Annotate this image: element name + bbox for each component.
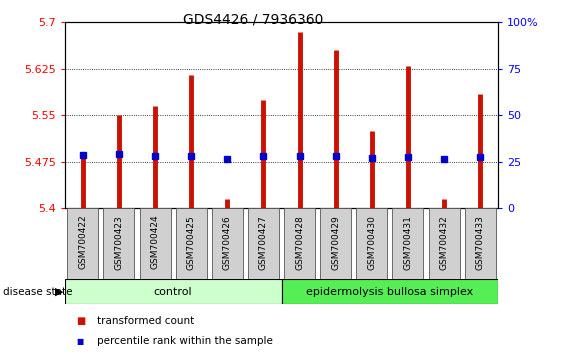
Text: ▶: ▶: [55, 287, 64, 297]
FancyBboxPatch shape: [428, 208, 459, 279]
Text: GSM700428: GSM700428: [295, 215, 304, 269]
FancyBboxPatch shape: [464, 208, 496, 279]
FancyBboxPatch shape: [67, 208, 99, 279]
FancyBboxPatch shape: [104, 208, 135, 279]
Text: GSM700433: GSM700433: [476, 215, 485, 270]
Text: GSM700426: GSM700426: [223, 215, 232, 269]
Text: GSM700432: GSM700432: [440, 215, 449, 269]
FancyBboxPatch shape: [284, 208, 315, 279]
FancyBboxPatch shape: [176, 208, 207, 279]
Text: GSM700422: GSM700422: [78, 215, 87, 269]
FancyBboxPatch shape: [320, 208, 351, 279]
FancyBboxPatch shape: [392, 208, 423, 279]
Text: ■: ■: [76, 316, 85, 326]
Text: GSM700430: GSM700430: [367, 215, 376, 270]
Text: GSM700427: GSM700427: [259, 215, 268, 269]
Text: epidermolysis bullosa simplex: epidermolysis bullosa simplex: [306, 287, 473, 297]
Text: control: control: [154, 287, 193, 297]
FancyBboxPatch shape: [248, 208, 279, 279]
Text: disease state: disease state: [3, 287, 72, 297]
Text: GSM700425: GSM700425: [187, 215, 196, 269]
Text: percentile rank within the sample: percentile rank within the sample: [97, 336, 273, 346]
Text: transformed count: transformed count: [97, 316, 195, 326]
Text: GSM700424: GSM700424: [150, 215, 159, 269]
FancyBboxPatch shape: [282, 279, 498, 304]
Text: GSM700423: GSM700423: [114, 215, 123, 269]
Text: GSM700431: GSM700431: [404, 215, 413, 270]
FancyBboxPatch shape: [140, 208, 171, 279]
Text: GSM700429: GSM700429: [331, 215, 340, 269]
FancyBboxPatch shape: [356, 208, 387, 279]
Text: ■: ■: [76, 337, 83, 346]
FancyBboxPatch shape: [65, 279, 282, 304]
FancyBboxPatch shape: [212, 208, 243, 279]
Text: GDS4426 / 7936360: GDS4426 / 7936360: [183, 12, 324, 27]
